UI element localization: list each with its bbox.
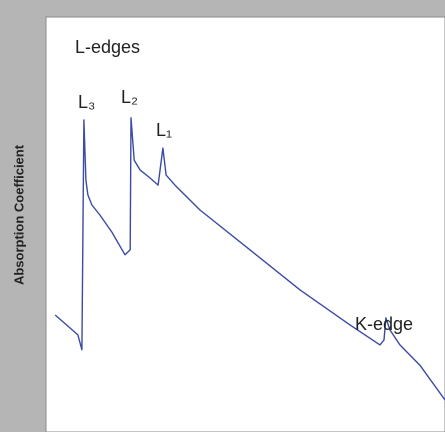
annotation: L₃: [78, 92, 95, 112]
y-axis-label: Absorption Coefficient: [11, 144, 26, 285]
annotation: L₁: [156, 120, 172, 140]
data-line: [54, 117, 445, 401]
annotation: L₂: [121, 87, 138, 107]
plot-area: [45, 16, 445, 432]
annotation: K-edge: [355, 314, 413, 334]
annotation: L-edges: [75, 37, 140, 57]
